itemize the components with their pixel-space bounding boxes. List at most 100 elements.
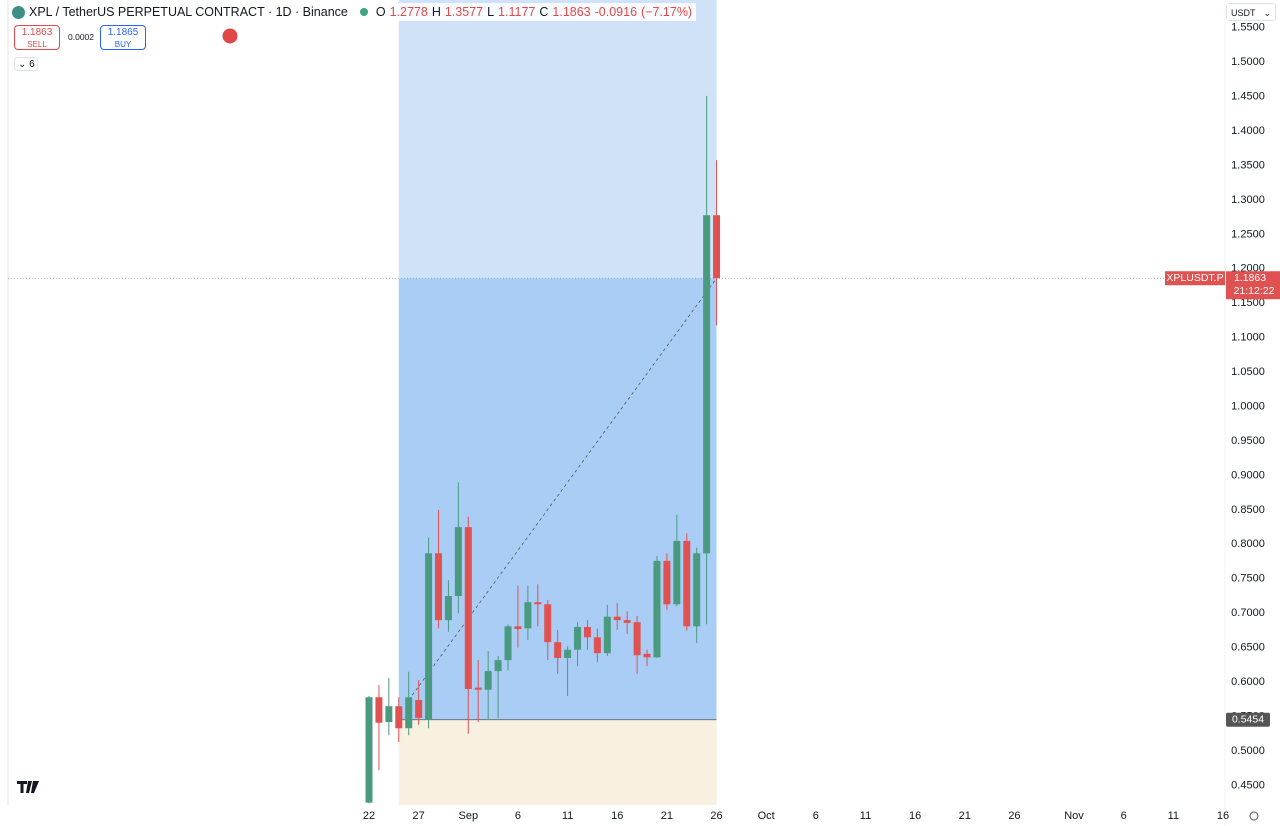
candle-body <box>524 602 532 629</box>
y-tick-label: 0.9500 <box>1231 435 1265 447</box>
y-tick-label: 0.8000 <box>1231 538 1265 550</box>
entry-label: 0.5454 <box>1232 714 1264 726</box>
x-tick-label: 16 <box>1217 810 1229 822</box>
candle-body <box>643 653 651 658</box>
y-tick-label: 0.7500 <box>1231 573 1265 585</box>
y-tick-label: 1.0000 <box>1231 400 1265 412</box>
ohlc-label: L <box>487 5 495 19</box>
sell-label: SELL <box>27 40 47 49</box>
currency: USDT <box>1231 8 1256 18</box>
candle-body <box>673 540 681 605</box>
candle-body <box>623 620 631 623</box>
x-tick-label: Sep <box>459 810 479 822</box>
x-tick-label: 11 <box>562 810 573 822</box>
ohlc-value: 1.1177 <box>498 5 536 19</box>
sell-price: 1.1863 <box>21 27 53 38</box>
symbol-title[interactable]: XPL / TetherUS PERPETUAL CONTRACT · 1D ·… <box>29 5 348 19</box>
x-tick-label: 16 <box>909 810 921 822</box>
y-tick-label: 1.5500 <box>1231 22 1265 34</box>
symbol-logo <box>12 5 25 19</box>
x-tick-label: 16 <box>611 810 623 822</box>
candle-body <box>693 553 701 627</box>
x-tick-label: 26 <box>1008 810 1020 822</box>
x-tick-label: 26 <box>710 810 722 822</box>
candle-body <box>633 622 641 656</box>
y-tick-label: 0.6000 <box>1231 676 1265 688</box>
candle-body <box>593 637 601 654</box>
candle-body <box>574 626 582 650</box>
ohlc-label: O <box>375 5 386 19</box>
candle-body <box>425 553 433 720</box>
record-indicator <box>222 28 238 44</box>
indicators-toggle[interactable]: ⌄ 6 <box>14 57 38 71</box>
candle-body <box>554 642 562 658</box>
y-tick-label: 1.3000 <box>1231 194 1265 206</box>
x-tick-label: 21 <box>959 810 971 822</box>
candle-body <box>514 626 522 630</box>
y-tick-label: 1.1000 <box>1231 332 1265 344</box>
candle-body <box>703 215 711 554</box>
x-tick-label: 6 <box>813 810 819 822</box>
y-tick-label: 1.2500 <box>1231 228 1265 240</box>
change: -0.0916 <box>594 5 638 19</box>
candle-body <box>494 660 502 672</box>
ohlc-label: C <box>539 5 549 19</box>
ohlc-value: 1.1863 <box>552 5 591 19</box>
x-tick-label: 27 <box>413 810 425 822</box>
candle-body <box>444 596 452 621</box>
y-tick-label: 0.4500 <box>1231 779 1265 791</box>
candle-body <box>375 697 383 723</box>
candle-body <box>683 540 691 627</box>
symbol-price-tag <box>1165 271 1225 286</box>
price-tag <box>1226 271 1280 300</box>
candle-body <box>504 626 512 661</box>
symbol-label: XPLUSDT.P <box>1166 272 1223 284</box>
candle-body <box>653 560 661 658</box>
y-tick-label: 1.4500 <box>1231 90 1265 102</box>
y-tick-label: 0.5000 <box>1231 745 1265 757</box>
settings-icon <box>1249 811 1259 821</box>
y-tick-label: 1.5000 <box>1231 56 1265 68</box>
y-tick-label: 1.3500 <box>1231 159 1265 171</box>
candle-body <box>395 706 403 729</box>
x-tick-label: 11 <box>1168 810 1179 822</box>
x-tick-label: 6 <box>515 810 521 822</box>
y-tick-label: 0.7000 <box>1231 607 1265 619</box>
position-stop-zone <box>398 719 717 805</box>
candle-body <box>415 700 423 718</box>
currency-select[interactable]: USDT ⌄ <box>1226 3 1276 21</box>
y-tick-label: 0.9000 <box>1231 469 1265 481</box>
candle-body <box>454 527 462 597</box>
symbol-header: XPL / TetherUS PERPETUAL CONTRACT · 1D ·… <box>12 3 697 21</box>
candle-body <box>713 215 721 279</box>
y-tick-label: 1.0500 <box>1231 366 1265 378</box>
sell-button[interactable]: 1.1863 SELL <box>14 25 60 50</box>
candle-body <box>613 616 621 621</box>
position-target-zone <box>398 0 717 279</box>
x-tick-label: Nov <box>1064 810 1084 822</box>
candle-body <box>474 687 482 690</box>
candle-body <box>365 697 373 803</box>
x-tick-label: 6 <box>1121 810 1127 822</box>
market-status <box>359 8 368 16</box>
candle-body <box>564 649 572 658</box>
change-percent: (−7.17%) <box>641 5 693 19</box>
entry-tag <box>1226 712 1270 727</box>
spread: 0.0002 <box>68 32 94 42</box>
x-tick-label: 11 <box>860 810 871 822</box>
candle-body <box>405 697 413 729</box>
ohlc-value: 1.2778 <box>389 5 428 19</box>
y-tick-label: 1.4000 <box>1231 125 1265 137</box>
candle-body <box>435 553 443 621</box>
buy-button[interactable]: 1.1865 BUY <box>100 25 146 50</box>
y-tick-label: 0.8500 <box>1231 504 1265 516</box>
candle-body <box>484 671 492 690</box>
buy-label: BUY <box>114 40 132 49</box>
price-label: 1.1863 <box>1234 272 1266 284</box>
y-tick-label: 0.6500 <box>1231 642 1265 654</box>
indicator-count: 6 <box>29 59 35 70</box>
candle-body <box>534 602 542 605</box>
countdown: 21:12:22 <box>1234 285 1275 297</box>
